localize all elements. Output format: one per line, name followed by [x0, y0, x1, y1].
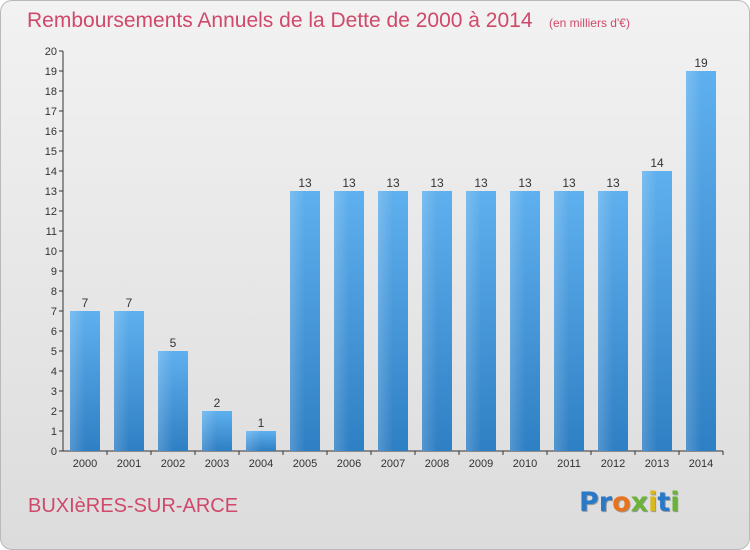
y-tick-label: 11: [46, 226, 57, 238]
bar-highlight: [70, 311, 85, 451]
bar-highlight: [334, 191, 349, 451]
x-tick-label: 2011: [557, 458, 581, 470]
town-name: BUXIèRES-SUR-ARCE: [28, 495, 239, 517]
chart-title: Remboursements Annuels de la Dette de 20…: [27, 9, 630, 33]
bar-value-label: 14: [650, 156, 664, 170]
y-tick-label: 4: [51, 366, 57, 378]
proxiti-logo: Proxiti: [579, 487, 680, 518]
bar-value-label: 19: [694, 56, 708, 70]
x-tick-label: 2000: [73, 458, 97, 470]
bar-highlight: [598, 191, 613, 451]
bar-value-label: 5: [170, 336, 177, 350]
bar-value-label: 13: [386, 176, 400, 190]
y-tick-label: 7: [51, 306, 57, 318]
bar-value-label: 1: [258, 416, 265, 430]
bar-highlight: [466, 191, 481, 451]
y-tick-label: 6: [51, 326, 57, 338]
bar-highlight: [202, 411, 217, 451]
title-unit: (en milliers d'€): [548, 16, 630, 30]
y-tick-label: 13: [45, 186, 57, 198]
x-tick-label: 2004: [249, 458, 273, 470]
y-tick-label: 8: [51, 286, 57, 298]
bar-highlight: [246, 431, 261, 451]
bar-value-label: 2: [214, 396, 221, 410]
bar-value-label: 13: [342, 176, 356, 190]
x-tick-label: 2002: [161, 458, 185, 470]
bar-value-label: 13: [606, 176, 620, 190]
y-tick-label: 2: [51, 406, 57, 418]
bar-value-label: 7: [126, 296, 133, 310]
y-tick-label: 20: [45, 46, 57, 58]
x-tick-label: 2009: [469, 458, 493, 470]
x-tick-label: 2013: [645, 458, 669, 470]
x-tick-label: 2003: [205, 458, 229, 470]
x-tick-label: 2001: [117, 458, 141, 470]
y-tick-label: 18: [45, 86, 57, 98]
y-tick-label: 19: [45, 66, 57, 78]
y-tick-label: 9: [51, 266, 57, 278]
bar-highlight: [290, 191, 305, 451]
bar-highlight: [510, 191, 525, 451]
bar-highlight: [114, 311, 129, 451]
bar-value-label: 13: [474, 176, 488, 190]
bar-value-label: 13: [430, 176, 444, 190]
x-tick-label: 2014: [689, 458, 713, 470]
y-tick-label: 15: [45, 146, 57, 158]
y-tick-label: 14: [45, 166, 57, 178]
x-tick-label: 2005: [293, 458, 317, 470]
x-tick-label: 2006: [337, 458, 361, 470]
y-tick-label: 17: [45, 106, 57, 118]
x-tick-label: 2010: [513, 458, 537, 470]
y-tick-label: 16: [45, 126, 57, 138]
x-tick-label: 2012: [601, 458, 625, 470]
y-tick-label: 0: [51, 446, 57, 458]
y-tick-label: 12: [45, 206, 57, 218]
y-tick-label: 1: [51, 426, 57, 438]
bar-highlight: [378, 191, 393, 451]
bar-highlight: [642, 171, 657, 451]
bar-value-label: 13: [298, 176, 312, 190]
bar-highlight: [686, 71, 701, 451]
bar-highlight: [422, 191, 437, 451]
y-tick-label: 3: [51, 386, 57, 398]
bar-value-label: 13: [518, 176, 532, 190]
x-tick-label: 2008: [425, 458, 449, 470]
x-tick-label: 2007: [381, 458, 405, 470]
bar-highlight: [158, 351, 173, 451]
y-tick-label: 10: [45, 246, 57, 258]
title-main: Remboursements Annuels de la Dette de 20…: [27, 9, 533, 32]
bar-value-label: 7: [82, 296, 89, 310]
bar-highlight: [554, 191, 569, 451]
y-tick-label: 5: [51, 346, 57, 358]
bar-value-label: 13: [562, 176, 576, 190]
